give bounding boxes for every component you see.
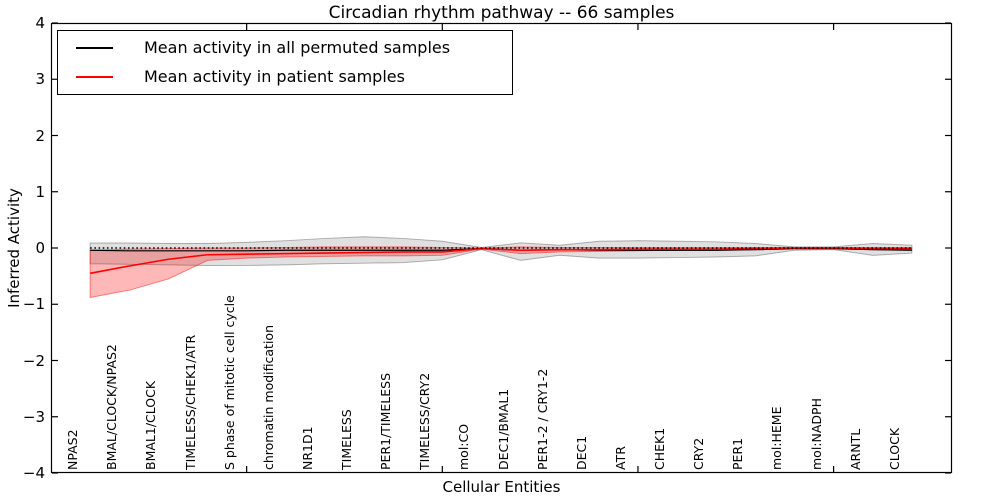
entity-label-arntl: ARNTL — [847, 428, 863, 470]
entity-label-bmal-clock-npas2: BMAL/CLOCK/NPAS2 — [104, 344, 120, 470]
permuted-samples-std-band — [89, 236, 913, 266]
patient-line-swatch-icon — [76, 76, 113, 79]
entity-label-dec1-bmal1: DEC1/BMAL1 — [495, 388, 511, 470]
y-tick-label: 3 — [35, 70, 45, 89]
entity-label-bmal1-clock: BMAL1/CLOCK — [143, 380, 159, 470]
entity-label-chromatin-modification: chromatin modification — [260, 325, 276, 470]
chart-title: Circadian rhythm pathway -- 66 samples — [328, 3, 675, 23]
y-tick-label: 0 — [35, 239, 45, 257]
entity-label-timeless-chek1-atr: TIMELESS/CHEK1/ATR — [182, 334, 198, 470]
legend: Mean activity in all permuted samples Me… — [57, 30, 513, 95]
legend-label-patient: Mean activity in patient samples — [144, 67, 405, 87]
entity-label-timeless: TIMELESS — [339, 409, 355, 470]
entity-label-dec1: DEC1 — [573, 435, 589, 470]
entity-label-s-phase-of-mitotic-cell-cycle: S phase of mitotic cell cycle — [221, 295, 237, 470]
permuted-line-swatch-icon — [76, 46, 113, 49]
entity-label-per1-timeless: PER1/TIMELESS — [378, 372, 394, 470]
y-axis-label: Inferred Activity — [5, 188, 23, 308]
entity-label-atr: ATR — [612, 446, 628, 470]
y-tick-label: 4 — [35, 14, 45, 32]
y-tick-label: 2 — [35, 126, 45, 145]
entity-label-mol-nadph: mol:NADPH — [808, 398, 824, 470]
entity-label-npas2: NPAS2 — [65, 429, 81, 470]
y-tick-label: −4 — [22, 464, 45, 482]
entity-label-cry2: CRY2 — [691, 437, 707, 470]
entity-label-mol-heme: mol:HEME — [769, 406, 785, 471]
y-tick-label: −1 — [22, 295, 45, 314]
entity-label-timeless-cry2: TIMELESS/CRY2 — [417, 372, 433, 470]
legend-item-permuted: Mean activity in all permuted samples — [58, 38, 512, 58]
y-tick-label: −3 — [22, 407, 45, 426]
legend-label-permuted: Mean activity in all permuted samples — [144, 37, 451, 57]
entity-label-clock: CLOCK — [886, 427, 902, 470]
y-tick-label: −2 — [22, 351, 45, 370]
x-axis-label: Cellular Entities — [442, 478, 561, 496]
axes-frame — [50, 22, 953, 474]
entity-label-per1-2-cry1-2: PER1-2 / CRY1-2 — [534, 368, 550, 470]
entity-label-per1: PER1 — [730, 437, 746, 470]
legend-item-patient: Mean activity in patient samples — [58, 67, 512, 87]
entity-label-mol-co: mol:CO — [456, 423, 472, 470]
entity-label-chek1: CHEK1 — [652, 427, 668, 470]
entity-label-nr1d1: NR1D1 — [299, 426, 315, 470]
y-tick-label: 1 — [35, 182, 45, 201]
